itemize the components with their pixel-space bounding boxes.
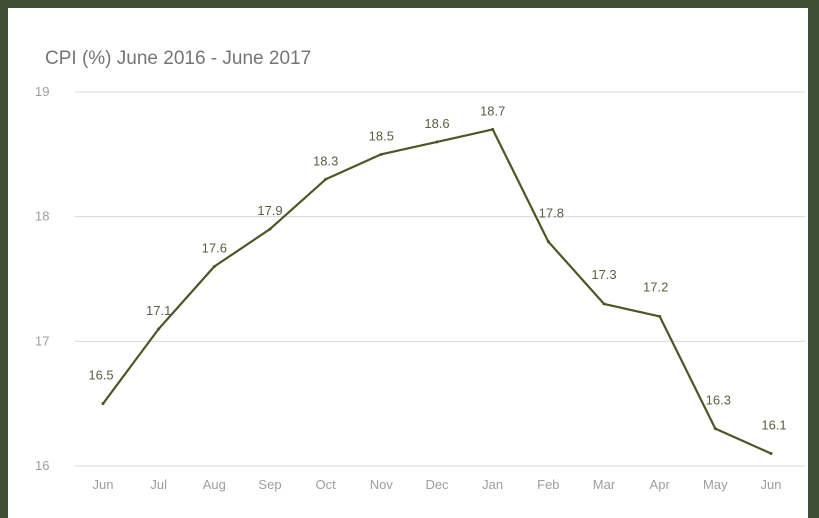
data-label: 17.3 — [591, 267, 616, 282]
data-point — [658, 314, 662, 318]
x-axis-ticks: Jun Jul Aug Sep Oct Nov Dec Jan Feb Mar Apr May Jun — [93, 477, 782, 492]
x-tick-label: Apr — [650, 477, 671, 492]
y-tick-label: 17 — [35, 333, 49, 348]
data-label: 18.7 — [480, 103, 505, 118]
data-point — [546, 240, 550, 244]
x-tick-label: Jan — [482, 477, 503, 492]
x-tick-label: Jun — [93, 477, 114, 492]
y-tick-label: 16 — [35, 458, 49, 473]
data-label: 16.5 — [88, 368, 113, 383]
x-tick-label: May — [703, 477, 728, 492]
data-point — [602, 302, 606, 306]
chart-title: CPI (%) June 2016 - June 2017 — [45, 48, 312, 69]
data-label: 16.3 — [706, 393, 731, 408]
data-point — [491, 127, 495, 131]
data-point — [268, 227, 272, 231]
data-labels: 16.5 17.1 17.6 17.9 18.3 18.5 18.6 18.7 17.8 17.3… — [88, 103, 786, 432]
data-label: 17.6 — [202, 241, 227, 256]
x-tick-label: Jun — [761, 477, 782, 492]
x-tick-label: Jul — [150, 477, 167, 492]
y-tick-label: 19 — [35, 84, 49, 99]
data-label: 17.9 — [257, 203, 282, 218]
data-point — [324, 177, 328, 181]
data-point — [212, 265, 216, 269]
grid-lines — [75, 91, 805, 467]
series-line — [102, 128, 772, 455]
x-tick-label: Feb — [537, 477, 559, 492]
data-label: 16.1 — [761, 418, 786, 433]
data-label: 18.3 — [313, 153, 338, 168]
data-point — [435, 140, 439, 144]
series-layer — [101, 127, 773, 456]
data-label: 17.2 — [643, 279, 668, 294]
data-point — [713, 427, 717, 431]
data-point — [157, 327, 161, 331]
data-point — [379, 152, 383, 156]
y-tick-label: 18 — [35, 209, 49, 224]
x-tick-label: Dec — [425, 477, 449, 492]
data-label: 18.6 — [424, 116, 449, 131]
x-tick-label: Oct — [316, 477, 337, 492]
x-tick-label: Nov — [370, 477, 394, 492]
data-label: 17.1 — [146, 303, 171, 318]
data-label: 18.5 — [369, 128, 394, 143]
x-tick-label: Aug — [203, 477, 226, 492]
data-point — [769, 452, 773, 456]
x-tick-label: Sep — [258, 477, 281, 492]
data-label: 17.8 — [539, 206, 564, 221]
x-tick-label: Mar — [593, 477, 616, 492]
data-point — [101, 402, 105, 406]
y-axis-ticks: 16 17 18 19 — [35, 84, 49, 473]
